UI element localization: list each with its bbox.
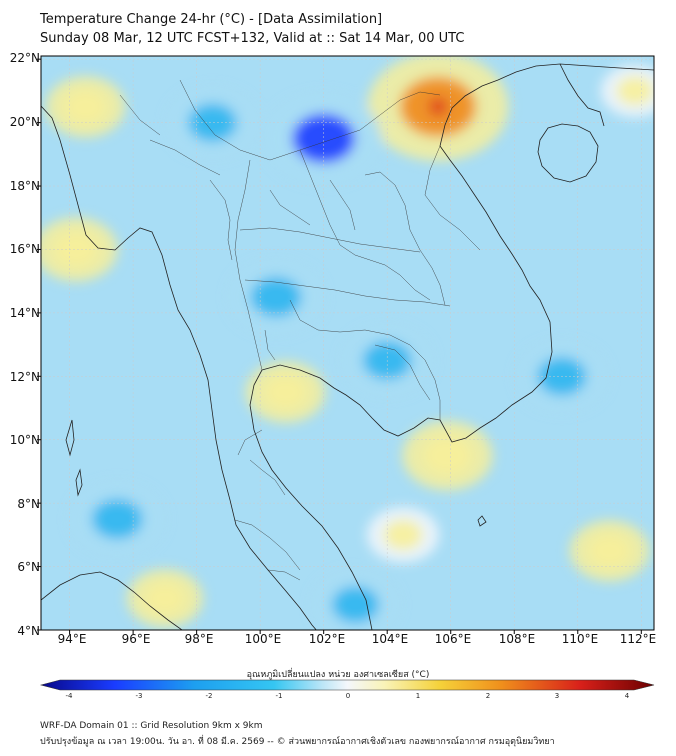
con-son-islands [477, 515, 487, 527]
lat-label-18: 18°N [9, 179, 40, 193]
lon-label-98: 98°E [184, 632, 214, 646]
lon-label-96: 96°E [121, 632, 151, 646]
yellow-andaman-core [264, 375, 307, 409]
lon-label-110: 110°E [561, 632, 599, 646]
colorbar-tick: -1 [275, 692, 283, 700]
lon-label-108: 108°E [498, 632, 536, 646]
yellow-north-myanmar-core [64, 89, 107, 124]
colorbar-tick: 2 [485, 692, 491, 700]
lon-label-100: 100°E [244, 632, 282, 646]
blue-andaman-south-core [91, 499, 143, 539]
gulf-of-thailand [261, 145, 553, 443]
malay-peninsula-west [229, 499, 317, 630]
colorbar-tick: 1 [415, 692, 421, 700]
colorbar-tick: 3 [554, 692, 560, 700]
colorbar-title: อุณหภูมิเปลี่ยนแปลง หน่วย องศาเซลเซียส (… [246, 670, 430, 680]
lat-label-22: 22°N [9, 51, 40, 65]
myanmar-coast [41, 105, 231, 501]
colorbar-tick: -2 [205, 692, 213, 700]
blue-laos-north-core [292, 113, 355, 163]
colorbar [39, 679, 655, 691]
lat-label-14: 14°N [9, 306, 40, 320]
malay-peninsula-east [249, 369, 373, 630]
lat-label-8: 8°N [17, 497, 40, 511]
warm-anomaly-peak [429, 97, 448, 116]
lat-label-4: 4°N [17, 624, 40, 638]
colorbar-tick: 0 [345, 692, 351, 700]
lat-label-6: 6°N [17, 560, 40, 574]
colorbar-tick: 4 [624, 692, 630, 700]
sumatra-north [41, 571, 183, 630]
yellow-myanmar-coast-core [53, 231, 99, 268]
yellow-west-sea-core [144, 582, 186, 615]
footer-model-info: WRF-DA Domain 01 :: Grid Resolution 9km … [40, 721, 263, 731]
lon-label-106: 106°E [434, 632, 472, 646]
lat-label-12: 12°N [9, 370, 40, 384]
footer-update-info: ปรับปรุงข้อมูล ณ เวลา 19:00น. วัน อา. ที… [40, 737, 555, 747]
yellow-east-sea-core [588, 533, 631, 568]
lat-label-20: 20°N [9, 115, 40, 129]
lat-label-10: 10°N [9, 433, 40, 447]
hainan-island [537, 123, 599, 183]
yellow-hainan-east-core [616, 76, 654, 106]
blue-central-thailand-core [250, 277, 302, 317]
north-vietnam-coast [439, 63, 654, 147]
map-title: Temperature Change 24-hr (°C) - [Data As… [40, 12, 383, 27]
lon-label-102: 102°E [308, 632, 346, 646]
lon-label-94: 94°E [57, 632, 87, 646]
colorbar-tick: -3 [135, 692, 143, 700]
yellow-south-vietnam-core [423, 436, 472, 475]
blue-north-shan-core [188, 103, 237, 142]
colorbar-tick: -4 [65, 692, 73, 700]
yellow-gulf-south-core [383, 519, 423, 551]
blue-peninsula-sea-core [332, 586, 379, 623]
axis-ticks [37, 58, 642, 634]
map-subtitle: Sunday 08 Mar, 12 UTC FCST+132, Valid at… [40, 31, 465, 46]
map-frame [40, 55, 655, 631]
lat-label-16: 16°N [9, 242, 40, 256]
coastlines [41, 63, 654, 630]
lon-label-104: 104°E [371, 632, 409, 646]
admin-borders [119, 79, 481, 581]
andaman-islands [65, 419, 83, 497]
lon-label-112: 112°E [619, 632, 657, 646]
leizhou-peninsula [559, 63, 605, 127]
